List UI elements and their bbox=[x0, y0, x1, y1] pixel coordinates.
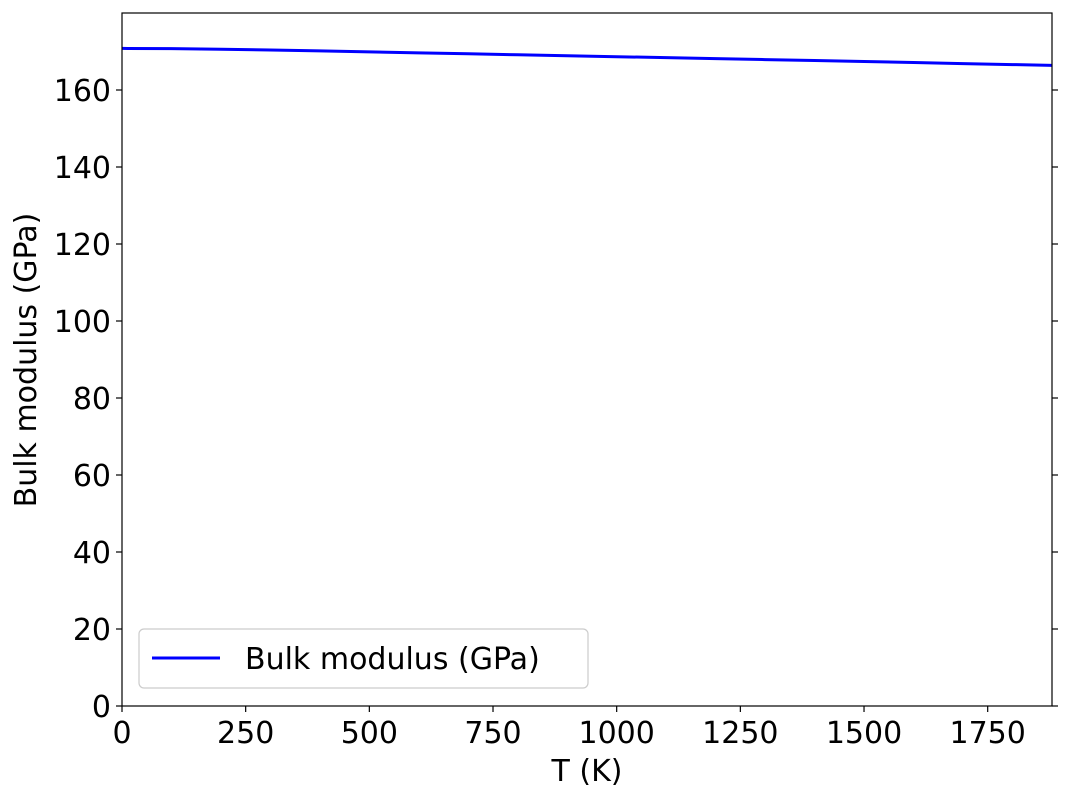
x-tick-label: 1000 bbox=[579, 716, 655, 751]
x-tick-label: 1250 bbox=[702, 716, 778, 751]
series-layer bbox=[121, 46, 1053, 67]
plot-area bbox=[122, 13, 1052, 706]
x-tick-label: 1500 bbox=[826, 716, 902, 751]
y-axis-ticks: 0 20 40 60 80 100 120 140 160 bbox=[54, 74, 1058, 725]
y-tick-label: 120 bbox=[54, 228, 111, 263]
x-tick-label: 750 bbox=[464, 716, 521, 751]
legend: Bulk modulus (GPa) bbox=[138, 628, 589, 689]
y-tick-label: 80 bbox=[73, 382, 111, 417]
y-tick-label: 140 bbox=[54, 151, 111, 186]
x-tick-label: 1750 bbox=[950, 716, 1026, 751]
x-tick-label: 0 bbox=[112, 716, 131, 751]
y-tick-label: 40 bbox=[73, 536, 111, 571]
y-tick-label: 20 bbox=[73, 613, 111, 648]
series-line-bulk-modulus bbox=[121, 46, 1053, 67]
x-axis-ticks: 0 250 500 750 1000 1250 1500 1750 bbox=[112, 706, 1026, 751]
x-tick-label: 500 bbox=[341, 716, 398, 751]
plot-frame bbox=[121, 12, 1053, 707]
x-tick-label: 250 bbox=[217, 716, 274, 751]
x-axis-label: T (K) bbox=[551, 754, 623, 789]
y-tick-label: 0 bbox=[92, 690, 111, 725]
legend-box bbox=[138, 628, 589, 689]
y-tick-label: 60 bbox=[73, 459, 111, 494]
y-tick-label: 100 bbox=[54, 305, 111, 340]
y-axis-label: Bulk modulus (GPa) bbox=[9, 213, 44, 508]
y-tick-label: 160 bbox=[54, 74, 111, 109]
legend-label: Bulk modulus (GPa) bbox=[245, 642, 540, 677]
